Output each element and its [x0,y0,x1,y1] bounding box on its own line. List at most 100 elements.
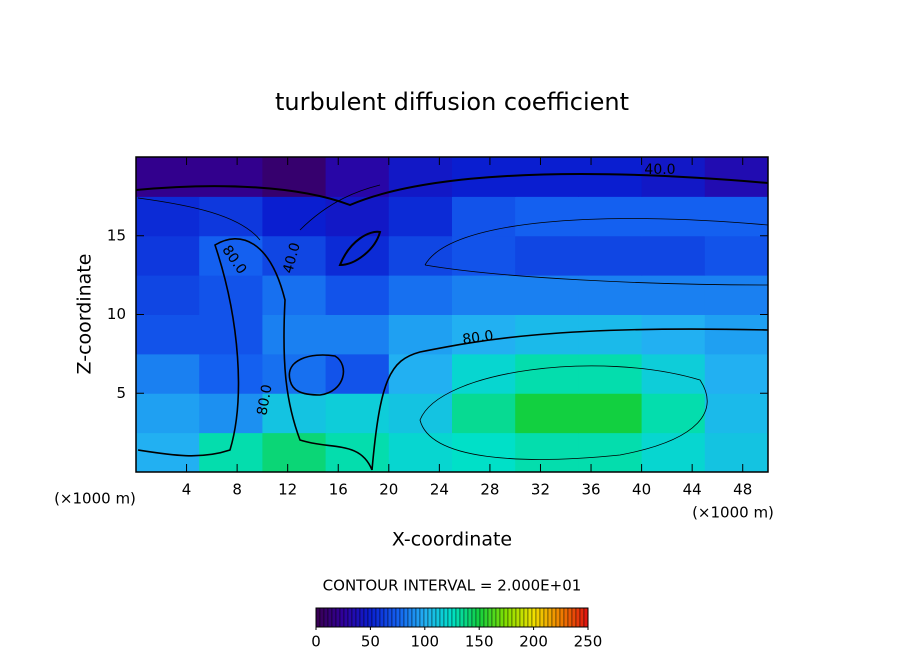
colorbar-swatch [331,607,337,628]
colorbar-tick-label: 50 [361,633,380,651]
field-cell [262,353,327,394]
colorbar-tick-label: 250 [574,633,603,651]
field-cell [515,353,579,394]
colorbar-swatch [491,607,497,628]
field-cell [199,157,263,197]
field-cell [325,275,390,315]
colorbar-swatch [455,607,461,628]
field-cell [578,196,643,237]
colorbar-swatch [415,607,421,628]
x-tick-label: 12 [278,481,297,499]
field-cell [704,196,768,237]
colorbar-swatch [515,607,521,628]
field-cell [325,235,390,276]
colorbar-swatch [443,607,449,628]
colorbar-swatch [387,607,393,628]
field-cell [704,393,768,434]
colorbar-swatch [343,607,349,628]
field-cell [136,157,200,197]
field-cell [262,314,327,355]
x-tick-label: 36 [581,481,600,499]
field-cell [452,432,516,472]
field-cell [641,432,706,472]
field-cell [388,196,453,237]
colorbar-swatch [447,607,453,628]
field-cell [452,196,516,237]
colorbar-swatch [367,607,373,628]
colorbar-swatch [423,607,429,628]
colorbar-swatch [575,607,581,628]
field-cell [641,314,706,355]
colorbar-swatch [427,607,433,628]
field-cell [452,275,516,315]
field-cell [641,275,706,315]
x-tick-label: 44 [683,481,702,499]
field-cell [388,393,453,434]
colorbar-swatch [419,607,425,628]
colorbar-swatch [391,607,397,628]
colorbar-swatch [535,607,541,628]
colorbar-swatch [435,607,441,628]
field-cell [704,275,768,315]
field-cell [199,432,263,472]
field-cell [262,157,327,197]
field-cell [578,235,643,276]
colorbar-swatch [563,607,569,628]
colorbar-swatch [559,607,565,628]
colorbar-swatch [527,607,533,628]
field-cell [641,235,706,276]
colorbar-swatch [335,607,341,628]
colorbar-swatch [511,607,517,628]
contour-line [371,328,768,471]
colorbar [315,607,589,628]
field-cell [136,314,200,355]
y-tick-label: 10 [107,305,126,323]
colorbar-swatch [507,607,513,628]
field-cell [704,314,768,355]
colorbar-swatch [327,607,333,628]
colorbar-swatch [579,607,585,628]
field-cell [452,314,516,355]
x-axis-title: X-coordinate [392,529,512,551]
contour-line [136,173,768,207]
field-cell [199,314,263,355]
field-cell [515,275,579,315]
contour-line [338,230,382,267]
colorbar-swatch [551,607,557,628]
field-cell [136,235,200,276]
colorbar-swatch [519,607,525,628]
colorbar-swatch [359,607,365,628]
colorbar-swatch [411,607,417,628]
colorbar-swatch [479,607,485,628]
x-tick-label: 4 [182,481,192,499]
x-tick-label: 8 [232,481,242,499]
colorbar-swatch [499,607,505,628]
field-cell [388,353,453,394]
contour-label: 40.0 [280,241,304,275]
colorbar-swatch [531,607,537,628]
field-cell [452,235,516,276]
field-cell [388,275,453,315]
contour-line [137,238,373,471]
colorbar-swatch [371,607,377,628]
colorbar-swatch [503,607,509,628]
field-cell [515,393,579,434]
colorbar-swatch [355,607,361,628]
field-cell [136,393,200,434]
colorbar-swatch [395,607,401,628]
x-tick-label: 20 [379,481,398,499]
colorbar-swatch [439,607,445,628]
field-cell [578,393,643,434]
y-tick-label: 5 [116,384,126,402]
colorbar-swatch [555,607,561,628]
colorbar-tick-label: 200 [519,633,548,651]
x-tick-label: 24 [430,481,449,499]
contour-line [419,365,708,460]
colorbar-swatch [583,607,589,628]
field-cell [199,353,263,394]
colorbar-swatch [495,607,501,628]
field-cell [325,157,390,197]
colorbar-swatch [323,607,329,628]
field-cell [704,353,768,394]
